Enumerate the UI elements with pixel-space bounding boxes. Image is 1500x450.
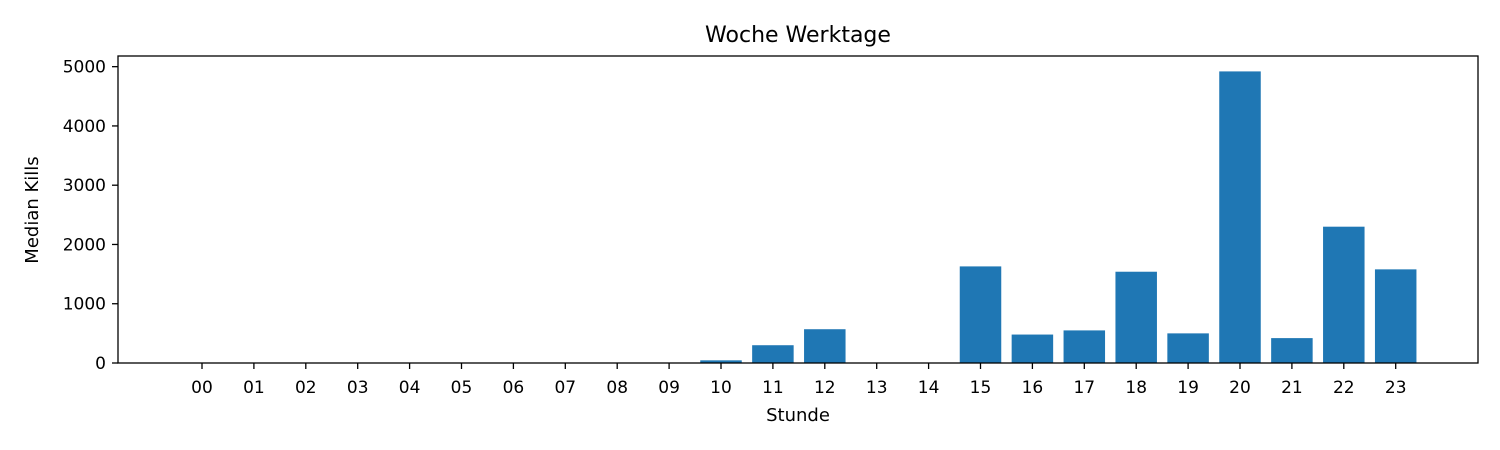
y-tick-label-4000: 4000 <box>63 117 106 137</box>
x-tick-label-11: 11 <box>762 378 784 398</box>
bar-19 <box>1167 333 1209 363</box>
y-tick-label-3000: 3000 <box>63 176 106 196</box>
bar-15 <box>959 266 1002 363</box>
y-tick-label-5000: 5000 <box>63 58 106 78</box>
x-tick-label-18: 18 <box>1125 378 1147 398</box>
bar-17 <box>1063 330 1106 363</box>
plot-frame <box>117 55 1479 364</box>
x-axis-ticks: 00 01 02 03 04 05 06 07 08 09 10 11 12 13 14 15 16 17 18 19… <box>191 363 1407 398</box>
x-tick-label-02: 02 <box>295 378 317 398</box>
x-tick-label-17: 17 <box>1073 378 1095 398</box>
x-tick-label-12: 12 <box>814 378 836 398</box>
x-tick-label-22: 22 <box>1333 378 1355 398</box>
bars-group <box>700 71 1417 363</box>
y-tick-label-1000: 1000 <box>63 295 106 315</box>
x-tick-label-08: 08 <box>606 378 628 398</box>
x-tick-label-13: 13 <box>866 378 888 398</box>
x-axis-label: Stunde <box>766 405 830 426</box>
x-tick-label-05: 05 <box>451 378 473 398</box>
x-tick-label-04: 04 <box>399 378 421 398</box>
x-tick-label-10: 10 <box>710 378 732 398</box>
bar-23 <box>1374 269 1417 363</box>
bar-10 <box>700 360 742 363</box>
x-tick-label-07: 07 <box>554 378 576 398</box>
x-tick-label-14: 14 <box>918 378 940 398</box>
bar-22 <box>1323 226 1365 363</box>
x-tick-label-15: 15 <box>970 378 992 398</box>
x-tick-label-21: 21 <box>1281 378 1303 398</box>
bar-18 <box>1115 271 1157 363</box>
bar-20 <box>1219 71 1261 363</box>
x-tick-label-20: 20 <box>1229 378 1251 398</box>
x-tick-label-23: 23 <box>1385 378 1407 398</box>
x-tick-label-01: 01 <box>243 378 265 398</box>
bar-11 <box>752 345 794 363</box>
x-tick-label-09: 09 <box>658 378 680 398</box>
y-tick-label-0: 0 <box>95 354 106 374</box>
y-axis-label: Median Kills <box>22 156 43 263</box>
x-tick-label-03: 03 <box>347 378 369 398</box>
y-tick-label-2000: 2000 <box>63 235 106 255</box>
bar-16 <box>1011 334 1054 363</box>
y-axis-ticks: 0 1000 2000 3000 4000 5000 <box>63 58 118 374</box>
bar-21 <box>1271 338 1313 363</box>
x-tick-label-06: 06 <box>503 378 525 398</box>
x-tick-label-16: 16 <box>1022 378 1044 398</box>
x-tick-label-00: 00 <box>191 378 213 398</box>
chart-title: Woche Werktage <box>705 23 891 48</box>
x-tick-label-19: 19 <box>1177 378 1199 398</box>
bar-12 <box>804 329 846 363</box>
